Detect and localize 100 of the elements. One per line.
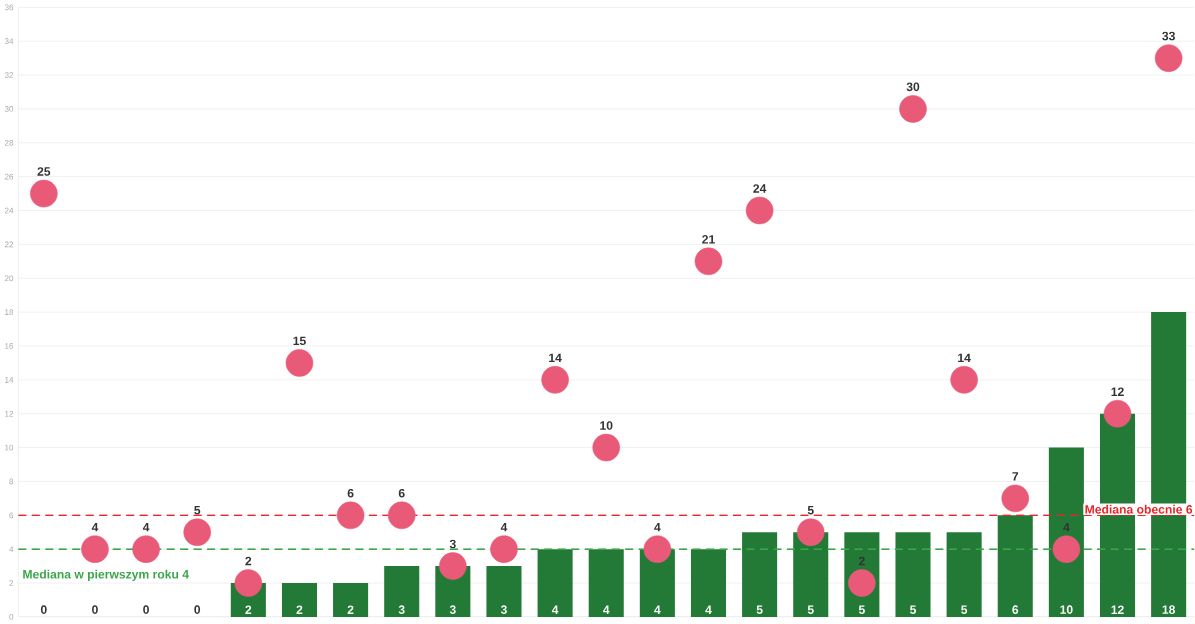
y-tick-label: 20 — [4, 275, 14, 281]
y-tick-label: 2 — [9, 580, 14, 586]
data-label: 5 — [961, 605, 968, 614]
point — [30, 179, 58, 208]
bar — [486, 565, 522, 617]
data-label: 4 — [142, 522, 150, 532]
data-label: 5 — [194, 505, 201, 515]
y-tick-label: 26 — [4, 173, 14, 180]
data-label: 10 — [600, 421, 613, 430]
point — [899, 95, 927, 123]
point — [439, 552, 467, 580]
bar — [588, 549, 624, 617]
data-label: 5 — [858, 605, 865, 614]
point — [592, 433, 620, 462]
data-label: 4 — [654, 605, 661, 614]
data-label: 4 — [1063, 522, 1070, 532]
bar — [946, 532, 982, 617]
data-label: 10 — [1060, 605, 1073, 614]
point — [336, 501, 365, 529]
data-label: 0 — [143, 605, 149, 614]
y-tick-label: 32 — [4, 72, 14, 78]
data-label: 14 — [549, 353, 562, 362]
data-label: 21 — [702, 234, 715, 244]
y-tick-label: 10 — [5, 444, 14, 451]
y-tick-label: 28 — [4, 139, 14, 146]
point — [285, 349, 314, 377]
point — [387, 501, 416, 529]
bar — [997, 515, 1033, 617]
data-label: 2 — [347, 605, 354, 614]
point — [81, 535, 109, 563]
data-label: 6 — [1012, 605, 1019, 614]
bar — [742, 532, 778, 617]
y-tick-label: 12 — [5, 410, 14, 417]
y-tick-label: 18 — [5, 309, 14, 315]
y-tick-label: 36 — [4, 4, 14, 11]
ref-line-label: Mediana w pierwszym roku 4 — [23, 569, 189, 581]
y-tick-label: 24 — [4, 207, 14, 214]
y-tick-label: 22 — [4, 241, 14, 248]
data-label: 24 — [753, 184, 767, 193]
bar — [895, 532, 931, 617]
y-tick-label: 30 — [4, 105, 14, 112]
data-label: 18 — [1162, 605, 1176, 614]
data-label: 2 — [245, 605, 252, 614]
point — [183, 518, 211, 546]
point — [1001, 484, 1029, 512]
y-tick-label: 8 — [9, 478, 14, 485]
data-label: 7 — [1012, 472, 1019, 481]
bar — [333, 582, 369, 617]
data-label: 6 — [347, 488, 354, 498]
data-label: 0 — [40, 605, 47, 614]
point — [745, 196, 774, 225]
data-label: 12 — [1111, 605, 1124, 614]
data-label: 14 — [958, 353, 971, 362]
data-label: 4 — [705, 605, 712, 614]
data-label: 2 — [296, 605, 303, 614]
data-label: 4 — [654, 522, 661, 532]
bar — [537, 549, 573, 617]
point — [950, 365, 978, 394]
data-label: 3 — [449, 539, 456, 549]
bar — [384, 565, 420, 617]
data-label: 5 — [807, 605, 814, 614]
point — [1154, 44, 1183, 72]
data-label: 0 — [194, 605, 201, 614]
point — [694, 247, 723, 275]
y-tick-label: 4 — [9, 546, 14, 552]
ref-line-label: Mediana obecnie 6 — [1085, 504, 1193, 514]
data-label: 2 — [858, 556, 865, 566]
bar — [690, 549, 727, 617]
data-label: 15 — [293, 336, 306, 345]
data-label: 33 — [1162, 31, 1175, 41]
y-tick-label: 14 — [5, 376, 14, 383]
data-label: 0 — [92, 605, 98, 614]
point — [643, 535, 672, 563]
point — [132, 535, 160, 563]
point — [1103, 399, 1132, 428]
data-label: 2 — [245, 556, 252, 566]
data-label: 25 — [37, 167, 51, 176]
data-label: 4 — [603, 605, 610, 614]
data-label: 3 — [500, 605, 507, 614]
data-label: 4 — [91, 522, 99, 532]
data-label: 3 — [449, 605, 456, 614]
point — [1052, 535, 1081, 563]
data-label: 5 — [807, 505, 814, 515]
data-label: 30 — [906, 82, 920, 91]
data-label: 5 — [910, 605, 917, 614]
y-tick-label: 34 — [4, 38, 14, 44]
y-tick-label: 0 — [9, 613, 14, 620]
data-label: 6 — [398, 488, 405, 498]
point — [796, 518, 825, 546]
data-label: 4 — [551, 605, 559, 614]
point — [234, 569, 263, 597]
data-label: 12 — [1111, 387, 1124, 396]
y-tick-label: 16 — [5, 343, 14, 349]
data-label: 4 — [500, 522, 508, 532]
data-label: 3 — [398, 605, 405, 614]
point — [490, 535, 518, 563]
data-label: 5 — [756, 605, 763, 614]
bar — [281, 582, 317, 617]
y-tick-label: 6 — [9, 512, 14, 519]
point — [541, 365, 569, 394]
